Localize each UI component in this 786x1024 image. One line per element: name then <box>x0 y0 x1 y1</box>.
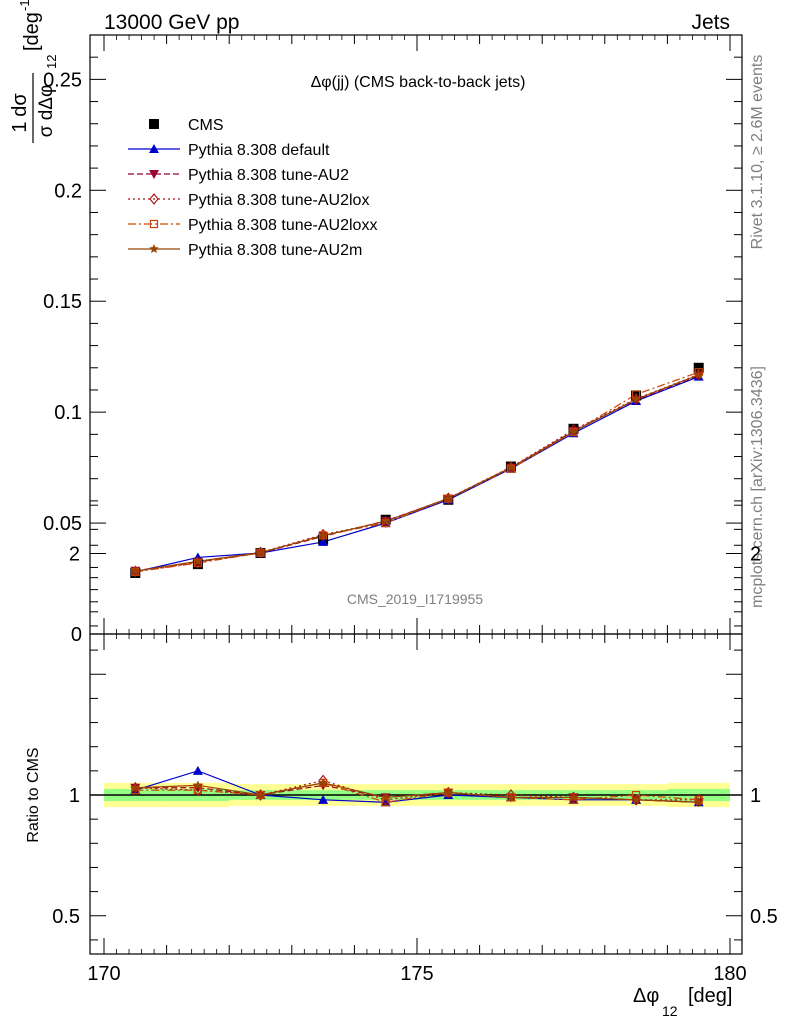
y-tick-label: 0.1 <box>54 402 82 424</box>
data-point-5-5 <box>443 493 454 503</box>
y-tick-label: 0.05 <box>43 513 82 535</box>
xlabel-sub: 12 <box>662 1003 678 1019</box>
data-point-5-2 <box>255 547 266 557</box>
legend: CMS Pythia 8.308 default Pythia 8.308 tune… <box>128 117 377 259</box>
ratio-y-tick-label-right: 0.5 <box>750 906 778 928</box>
xlabel-unit: [deg] <box>688 985 732 1007</box>
ylabel-denominator: σ dΔφ <box>36 85 57 138</box>
legend-marker-2 <box>149 170 159 179</box>
legend-marker-3 <box>149 193 159 205</box>
data-point-5-7 <box>568 426 579 436</box>
series-line-2 <box>135 374 699 572</box>
ylabel-unit: [deg <box>21 12 43 51</box>
main-y-label: 1 dσ σ dΔφ 12 [deg -1 ] <box>9 0 59 143</box>
y-tick-label: 0.15 <box>43 291 82 313</box>
ylabel-dsigma: dσ <box>9 93 31 117</box>
legend-marker-0 <box>149 119 159 129</box>
ylabel-unit-sup: -1 <box>17 0 32 11</box>
ratio-point-0-3 <box>318 794 329 804</box>
ratio-y-tick-label: 0.5 <box>52 906 80 928</box>
data-point-5-9 <box>693 369 704 379</box>
header-left: 13000 GeV pp <box>104 11 239 34</box>
main-plot: 0 0.05 0.1 0.15 0.2 0.25 <box>43 34 743 646</box>
data-point-3-2 <box>255 546 266 559</box>
ratio-plot: 170 175 180 0.5 0.5 1 1 2 2 <box>52 504 778 985</box>
analysis-watermark: CMS_2019_I1719955 <box>347 591 483 607</box>
ratio-y-label: Ratio to CMS <box>25 747 42 842</box>
ratio-line-0 <box>135 770 699 803</box>
data-point-0-9 <box>693 362 704 373</box>
rivet-label: Rivet 3.1.10, ≥ 2.6M events <box>749 55 766 250</box>
y-tick-label: 0 <box>71 624 82 646</box>
ratio-y-tick-label-right: 1 <box>750 785 761 807</box>
data-point-3-8 <box>631 392 641 405</box>
series-line-1 <box>135 376 699 573</box>
ratio-point-4-8 <box>631 794 641 804</box>
data-point-5-6 <box>506 462 516 472</box>
data-point-5-1 <box>193 556 203 566</box>
ratio-point-4-0 <box>130 782 141 792</box>
ratio-point-4-3 <box>318 777 328 787</box>
ratio-point-4-4 <box>380 792 391 802</box>
ratio-point-4-9 <box>693 797 704 807</box>
ratio-line-4 <box>135 782 699 803</box>
ylabel-sub: 12 <box>44 55 59 69</box>
series-line-4 <box>135 371 699 573</box>
data-point-5-8 <box>631 394 641 404</box>
ratio-point-4-2 <box>255 790 266 800</box>
ratio-point-4-7 <box>568 792 579 802</box>
legend-label-3: Pythia 8.308 tune-AU2lox <box>188 192 369 209</box>
data-point-1-3 <box>318 536 329 546</box>
legend-label-1: Pythia 8.308 default <box>188 142 330 159</box>
ratio-frame <box>89 633 743 955</box>
ratio-point-2-9 <box>693 793 704 806</box>
series-line-3 <box>135 373 699 573</box>
x-tick-label: 175 <box>400 963 433 985</box>
data-point-3-9 <box>693 368 704 381</box>
data-point-3-5 <box>443 492 454 505</box>
ratio-point-4-5 <box>443 787 454 797</box>
legend-label-4: Pythia 8.308 tune-AU2loxx <box>188 217 377 234</box>
ratio-point-4-6 <box>506 792 516 802</box>
data-point-5-0 <box>130 566 141 576</box>
ratio-y-tick-label-right: 2 <box>750 544 761 566</box>
header-right: Jets <box>691 11 730 34</box>
x-axis-label: Δφ 12 [deg] <box>633 985 732 1019</box>
legend-label-2: Pythia 8.308 tune-AU2 <box>188 167 349 184</box>
y-tick-label: 0.2 <box>54 180 82 202</box>
ylabel-num: 1 <box>9 121 31 132</box>
ratio-point-0-1 <box>192 765 203 775</box>
y-tick-label: 0.25 <box>43 69 82 91</box>
data-point-5-4 <box>380 516 391 526</box>
data-point-5-3 <box>318 530 328 540</box>
xlabel-main: Δφ <box>633 985 659 1007</box>
legend-marker-1 <box>149 144 159 153</box>
data-point-3-3 <box>318 528 328 541</box>
chart-title: Δφ(jj) (CMS back-to-back jets) <box>311 74 526 91</box>
legend-marker-4 <box>149 219 159 229</box>
ratio-line-2 <box>135 779 699 801</box>
x-tick-label: 170 <box>87 963 120 985</box>
ratio-y-tick-label: 2 <box>69 544 80 566</box>
legend-marker-5 <box>149 244 159 254</box>
mcplots-label: mcplots.cern.ch [arXiv:1306.3436] <box>749 366 766 608</box>
ratio-point-4-1 <box>193 780 203 790</box>
series-line-5 <box>135 374 699 572</box>
legend-label-5: Pythia 8.308 tune-AU2m <box>188 242 362 259</box>
ratio-y-tick-label: 1 <box>69 785 80 807</box>
legend-label-0: CMS <box>188 117 224 134</box>
x-tick-label: 180 <box>713 963 746 985</box>
